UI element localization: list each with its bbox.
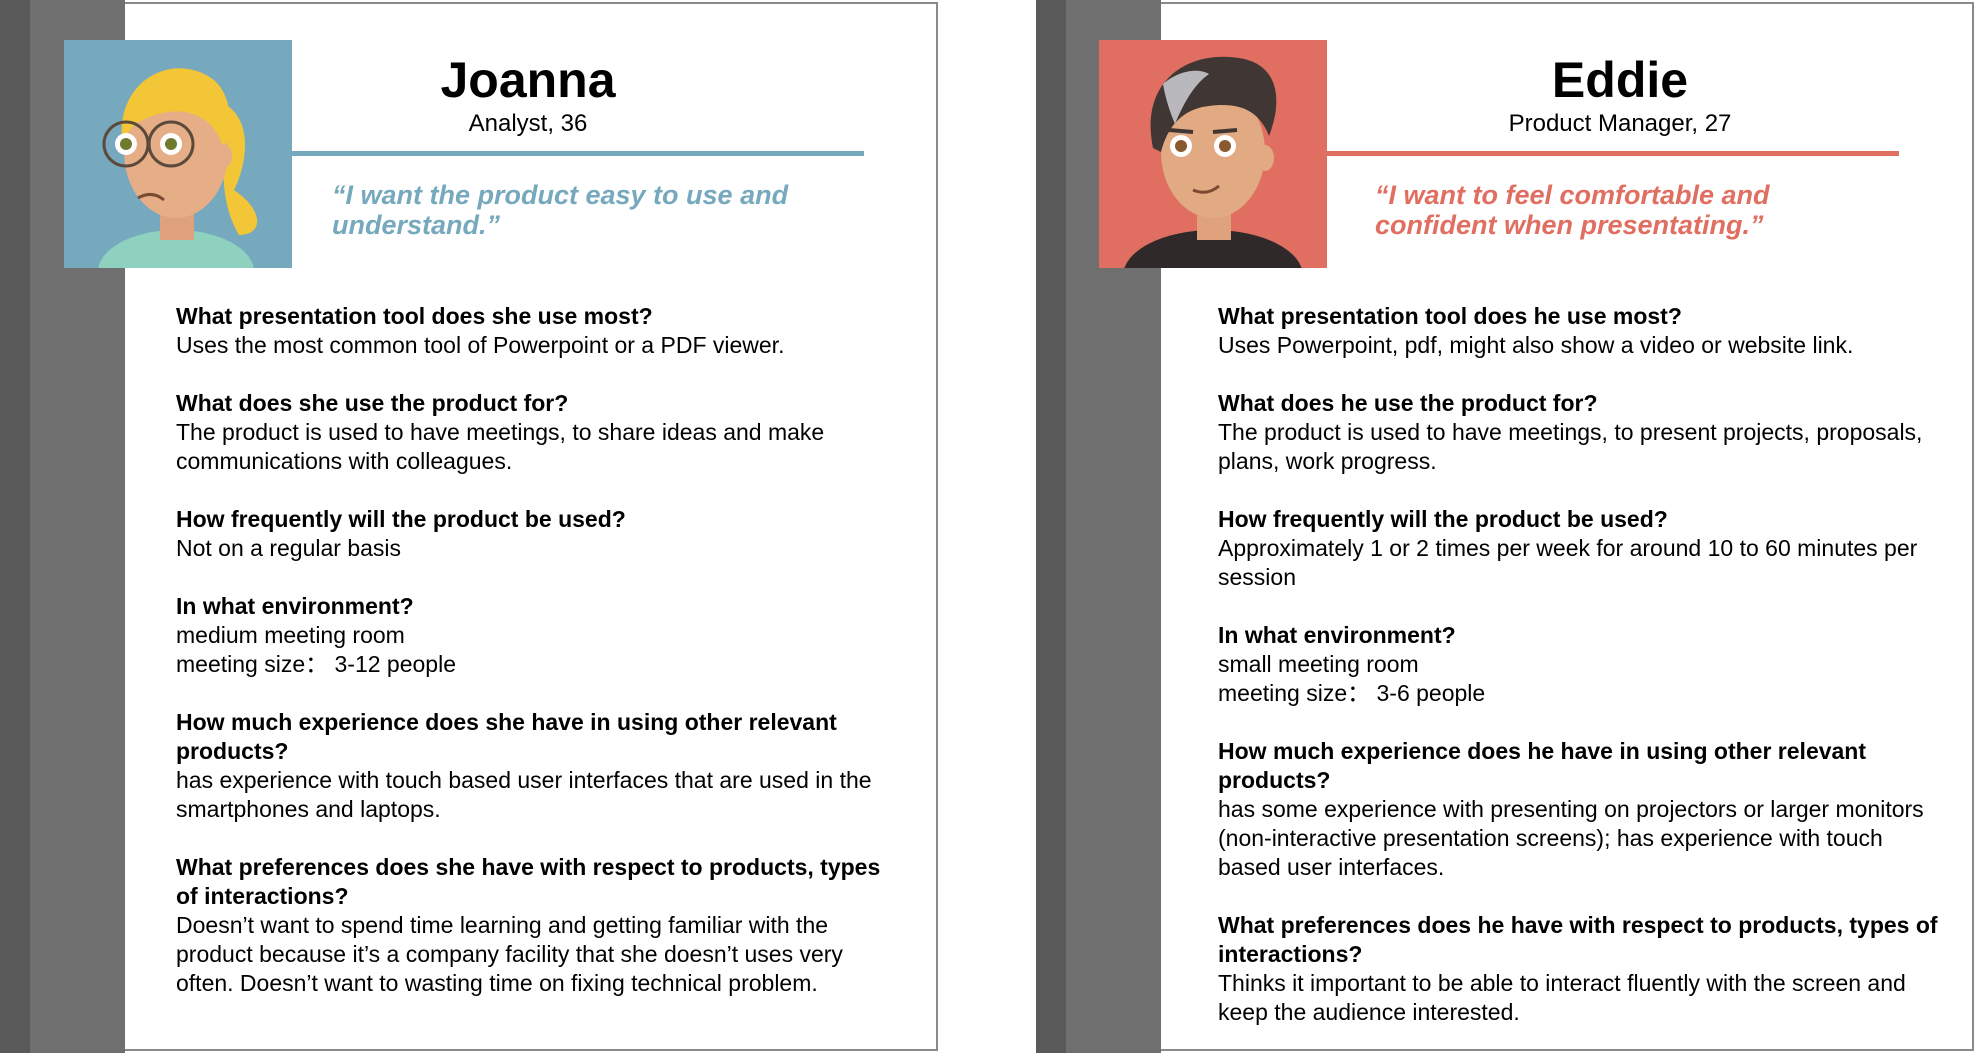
persona-name: Eddie [1551,52,1689,108]
qa-item: In what environment? medium meeting room… [176,592,896,679]
persona-name: Joanna [440,52,616,108]
persona-card-joanna: Joanna Analyst, 36 “I want the product e… [0,0,940,1053]
question: In what environment? [176,593,414,619]
question: How frequently will the product be used? [1218,506,1668,532]
question: What preferences does he have with respe… [1218,912,1938,967]
answer: Uses the most common tool of Powerpoint … [176,332,785,358]
qa-item: What does she use the product for? The p… [176,389,896,476]
answer: The product is used to have meetings, to… [1218,419,1923,474]
qa-item: How much experience does she have in usi… [176,708,896,824]
header-divider [1327,151,1899,156]
qa-item: What preferences does he have with respe… [1218,911,1938,1027]
persona-quote: “I want the product easy to use and unde… [332,180,789,240]
persona-role: Product Manager, 27 [1508,110,1732,137]
question: How frequently will the product be used? [176,506,626,532]
card-spine-dark [1036,0,1066,1053]
question: What does he use the product for? [1218,390,1598,416]
answer: Uses Powerpoint, pdf, might also show a … [1218,332,1854,358]
persona-role: Analyst, 36 [468,110,588,137]
header-divider [292,151,864,156]
answer: The product is used to have meetings, to… [176,419,825,474]
answer: has some experience with presenting on p… [1218,796,1924,880]
qa-list: What presentation tool does he use most?… [1218,302,1938,1056]
answer: Approximately 1 or 2 times per week for … [1218,535,1918,590]
qa-item: How frequently will the product be used?… [176,505,896,563]
qa-item: What preferences does she have with resp… [176,853,896,998]
woman-blonde-glasses-icon [64,40,292,268]
question: What does she use the product for? [176,390,569,416]
qa-list: What presentation tool does she use most… [176,302,896,1027]
qa-item: What presentation tool does he use most?… [1218,302,1938,360]
qa-item: How much experience does he have in usin… [1218,737,1938,882]
persona-quote: “I want to feel comfortable and confiden… [1375,180,1770,240]
answer: Not on a regular basis [176,535,402,561]
qa-item: What presentation tool does she use most… [176,302,896,360]
persona-card-eddie: Eddie Product Manager, 27 “I want to fee… [1036,0,1976,1053]
card-spine-dark [0,0,30,1053]
answer: medium meeting room meeting size： 3-12 p… [176,622,456,677]
question: How much experience does she have in usi… [176,709,837,764]
answer: Doesn’t want to spend time learning and … [176,912,843,996]
answer: small meeting room meeting size： 3-6 peo… [1218,651,1486,706]
question: What presentation tool does she use most… [176,303,653,329]
qa-item: In what environment? small meeting room … [1218,621,1938,708]
answer: has experience with touch based user int… [176,767,872,822]
question: In what environment? [1218,622,1456,648]
man-dark-hair-icon [1099,40,1327,268]
question: What preferences does she have with resp… [176,854,881,909]
question: What presentation tool does he use most? [1218,303,1682,329]
answer: Thinks it important to be able to intera… [1218,970,1906,1025]
question: How much experience does he have in usin… [1218,738,1867,793]
qa-item: What does he use the product for? The pr… [1218,389,1938,476]
qa-item: How frequently will the product be used?… [1218,505,1938,592]
